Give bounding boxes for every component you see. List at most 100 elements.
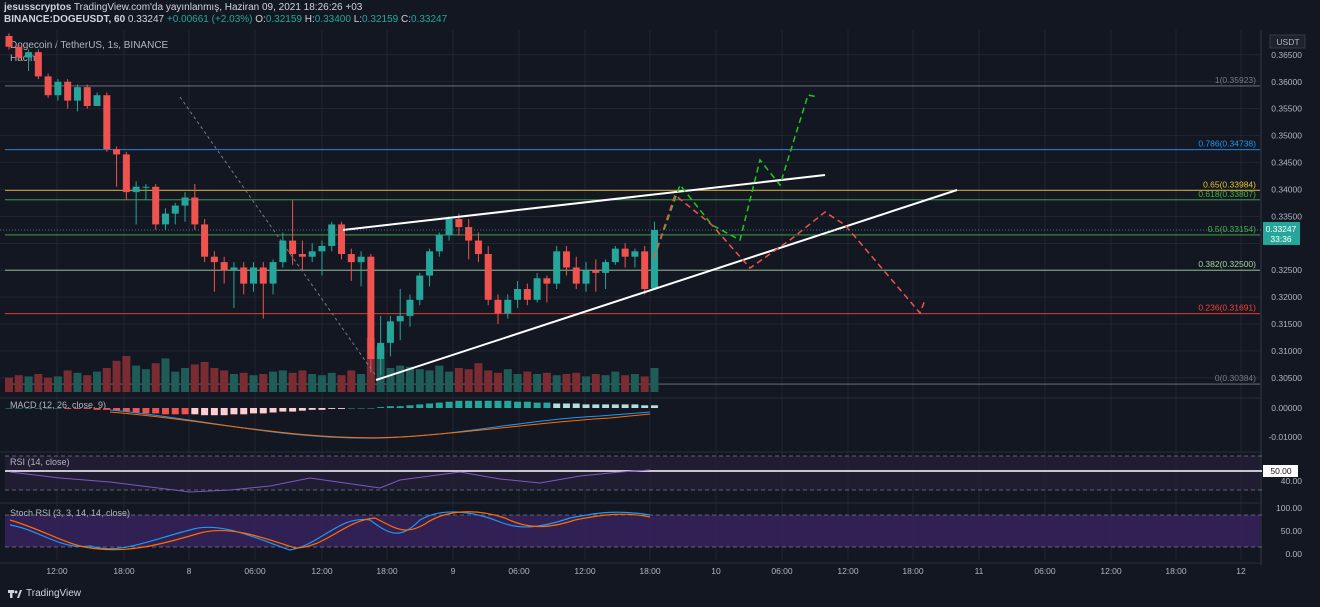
- symbol-name[interactable]: BINANCE:DOGEUSDT, 60: [4, 14, 126, 25]
- volume-bar: [630, 374, 639, 392]
- tradingview-logo-icon: [8, 589, 22, 598]
- candle-body: [631, 251, 639, 257]
- volume-bar: [435, 365, 444, 392]
- candle-body: [220, 262, 228, 271]
- fibonacci-retracement[interactable]: 1(0.35923) 0.786(0.34738) 0.65(0.33984)0.6…: [5, 75, 1260, 385]
- candle-body: [181, 197, 189, 206]
- stoch-tick: 50.00: [1281, 526, 1303, 536]
- volume-bar: [24, 376, 33, 392]
- time-tick: 12:00: [46, 566, 68, 576]
- volume-bar: [327, 372, 336, 392]
- candle-body: [338, 224, 346, 255]
- rsi-band: [5, 456, 1260, 490]
- series-title[interactable]: Dogecoin / TetherUS, 1s, BINANCE: [10, 40, 169, 51]
- rsi-tick: 40.00: [1281, 476, 1303, 486]
- time-tick: 18:00: [1165, 566, 1187, 576]
- candle-body: [435, 235, 443, 252]
- volume-bar: [405, 366, 414, 392]
- candle-body: [504, 299, 512, 314]
- price-tick: 0.35500: [1271, 104, 1302, 114]
- fib-level-label: 0.236(0.31691): [1198, 303, 1256, 313]
- macd-histogram-bar: [210, 408, 218, 416]
- macd-histogram-bar: [504, 400, 512, 408]
- candle-body: [308, 251, 316, 257]
- candle-body: [250, 267, 257, 284]
- macd-histogram-bar: [377, 407, 385, 408]
- fib-level-label: 0(0.30384): [1215, 373, 1256, 383]
- rsi-label: RSI (14, close): [10, 457, 70, 467]
- macd-signal-line: [109, 411, 651, 439]
- time-axis[interactable]: 12:00 18:00 8 06:00 12:00 18:00 9 06:00 12:00 18:…: [0, 562, 1262, 576]
- publish-info: jesusscryptos TradingView.com'da yayınla…: [4, 2, 447, 14]
- bullish-projection-path[interactable]: [653, 94, 819, 259]
- macd-pane[interactable]: MACD (12, 26, close, 9) 0.00000 -0.01000: [0, 397, 1302, 442]
- price-tick: 0.34000: [1271, 184, 1302, 194]
- macd-histogram-bar: [406, 405, 414, 408]
- volume-bar: [386, 368, 395, 392]
- time-tick: 18:00: [113, 566, 135, 576]
- upper-trendline[interactable]: [342, 174, 826, 231]
- macd-histogram-bar: [533, 402, 541, 408]
- macd-histogram-bar: [562, 403, 570, 408]
- time-tick: 9: [451, 566, 456, 576]
- candle-body: [132, 186, 140, 193]
- candle-body: [621, 248, 629, 257]
- time-tick: 11: [975, 566, 984, 576]
- stoch-tick: 0.00: [1285, 549, 1302, 559]
- macd-histogram-bar: [592, 404, 600, 408]
- time-tick: 10: [711, 566, 721, 576]
- stoch-rsi-pane[interactable]: Stoch RSI (3, 3, 14, 14, close) 100.00 50.…: [0, 502, 1303, 559]
- macd-histogram-bar: [602, 404, 610, 408]
- volume-bar: [357, 374, 366, 392]
- candle-body: [298, 254, 306, 257]
- trendline-drawings[interactable]: [179, 94, 958, 381]
- candle-body: [553, 251, 561, 284]
- candle-body: [347, 254, 355, 263]
- publisher-name[interactable]: jesusscryptos: [4, 2, 72, 13]
- macd-histogram-bar: [171, 408, 179, 415]
- tradingview-brand[interactable]: TradingView: [8, 588, 81, 599]
- bearish-projection-path[interactable]: [653, 193, 926, 315]
- macd-histogram-bar: [54, 408, 62, 409]
- volume-bar: [298, 370, 307, 392]
- macd-histogram-bar: [201, 408, 209, 416]
- volume-bar: [83, 375, 92, 392]
- candle-body: [93, 95, 101, 106]
- volume-bar: [161, 358, 170, 392]
- time-tick: 12:00: [837, 566, 859, 576]
- macd-histogram-bar: [122, 408, 130, 412]
- macd-histogram-bar: [308, 408, 316, 410]
- macd-histogram-bar: [318, 408, 326, 410]
- volume-bar: [229, 374, 238, 392]
- candle-body: [328, 224, 336, 246]
- candle-body: [494, 299, 502, 314]
- candle-body: [484, 254, 492, 300]
- volume-bar: [621, 375, 630, 392]
- macd-histogram-bar: [269, 408, 277, 413]
- volume-label[interactable]: Hacim: [10, 53, 39, 64]
- candle-body: [54, 81, 62, 96]
- rsi-level-value: 50.00: [1270, 466, 1292, 476]
- volume-bar: [278, 370, 287, 392]
- volume-bar: [269, 371, 278, 392]
- macd-histogram-bar: [650, 405, 658, 408]
- rsi-level-badge: [1263, 465, 1298, 477]
- macd-histogram-bar: [435, 402, 443, 408]
- price-tick: 0.31000: [1271, 346, 1302, 356]
- volume-bar: [259, 374, 268, 392]
- candlestick-series: [5, 33, 658, 376]
- close-label: C:: [400, 14, 411, 25]
- candle-body: [210, 256, 218, 263]
- macd-histogram-bar: [611, 404, 619, 408]
- time-tick: 18:00: [639, 566, 661, 576]
- chart-header: jesusscryptos TradingView.com'da yayınla…: [4, 2, 447, 26]
- macd-histogram-bar: [259, 408, 267, 414]
- diagonal-dashed-line[interactable]: [179, 96, 377, 377]
- volume-bar: [611, 371, 620, 392]
- lower-trendline[interactable]: [375, 189, 958, 381]
- macd-histogram-bar: [93, 408, 101, 410]
- time-tick: 06:00: [508, 566, 530, 576]
- candle-body: [15, 46, 23, 58]
